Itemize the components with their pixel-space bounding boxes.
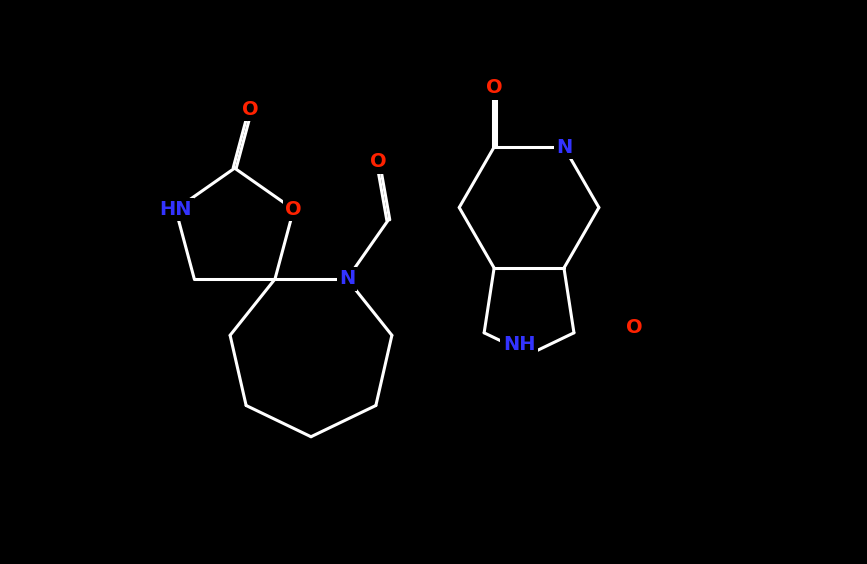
- Text: NH: NH: [503, 335, 535, 354]
- Text: N: N: [556, 138, 572, 157]
- Text: O: O: [369, 152, 387, 171]
- Text: O: O: [285, 200, 302, 219]
- Text: HN: HN: [160, 200, 192, 219]
- Text: O: O: [242, 99, 259, 118]
- Text: O: O: [626, 318, 642, 337]
- Text: N: N: [339, 270, 355, 289]
- Text: O: O: [486, 78, 503, 98]
